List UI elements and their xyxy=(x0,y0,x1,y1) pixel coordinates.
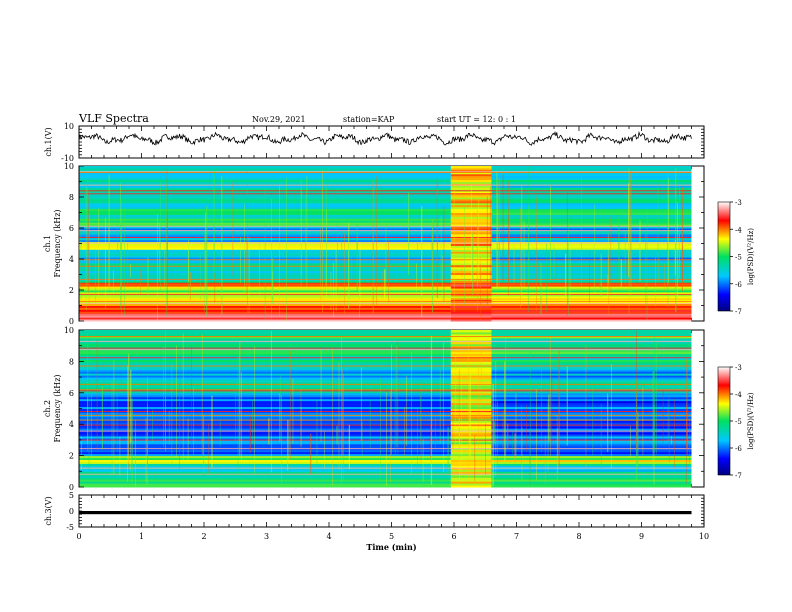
psd-burst-band xyxy=(451,166,492,168)
x-tick-label: 8 xyxy=(576,532,581,541)
y-tick-label: 8 xyxy=(69,193,74,202)
psd-band xyxy=(80,330,451,332)
spectrogram-image xyxy=(80,330,692,488)
x-tick-label: 7 xyxy=(514,532,519,541)
x-axis-label: Time (min) xyxy=(366,542,416,552)
colorbar xyxy=(718,367,730,475)
colorbar-tick-label: -4 xyxy=(735,226,742,234)
y-axis-label: ch.3(V) xyxy=(44,496,53,525)
y-tick-label: 8 xyxy=(69,357,74,366)
y-tick-label: 10 xyxy=(64,326,74,335)
x-tick-label: 6 xyxy=(451,532,456,541)
x-tick-label: 9 xyxy=(639,532,644,541)
colorbar-tick-label: -4 xyxy=(735,391,742,399)
colorbar-label: log(PSD)(V²/Hz) xyxy=(747,228,755,285)
y-tick-label: 10 xyxy=(64,122,74,131)
y-tick-label: 6 xyxy=(69,389,74,398)
y-tick-label: -5 xyxy=(66,523,74,532)
vlf-figure: 10-10ch.1(V)0246810ch.1 Frequency (kHz)-3… xyxy=(0,0,792,612)
psd-band xyxy=(492,166,692,168)
y-axis-label: ch.1(V) xyxy=(44,127,53,156)
y-tick-label: 0 xyxy=(69,317,74,326)
psd-band xyxy=(80,166,451,168)
colorbar-tick-label: -7 xyxy=(735,472,742,480)
x-tick-label: 5 xyxy=(389,532,394,541)
y-tick-label: 0 xyxy=(69,507,74,516)
y-tick-label: 10 xyxy=(64,162,74,171)
x-tick-label: 1 xyxy=(139,532,144,541)
colorbar-tick-label: -3 xyxy=(735,199,742,207)
y-axis-label-channel: ch.2 xyxy=(43,400,52,417)
colorbar-tick-label: -6 xyxy=(735,281,742,289)
y-tick-label: 2 xyxy=(69,452,74,461)
colorbar-tick-label: -5 xyxy=(735,254,742,262)
colorbar-label: log(PSD)(V²/Hz) xyxy=(747,392,755,449)
x-tick-label: 0 xyxy=(76,532,81,541)
ch3-signal-band xyxy=(79,511,692,514)
panel-2: 0 2 4 6 8 10 ch.1 Frequency (kHz) -3 -4 -5 -6 -7 log(… xyxy=(43,162,755,326)
panel-1: 10-10ch.1(V) xyxy=(44,122,704,163)
panel-3: 0 2 4 6 8 10 ch.2 Frequency (kHz) -3 -4 -5 -6 -7 log(… xyxy=(43,326,755,492)
panel-4: 50-5ch.3(V)0 1 2 3 4 5 6 7 8 9 10Time (min) xyxy=(44,491,709,552)
y-tick-label: 4 xyxy=(69,420,74,429)
y-tick-label: 2 xyxy=(69,286,74,295)
colorbar-tick-label: -5 xyxy=(735,418,742,426)
y-tick-label: 4 xyxy=(69,255,74,264)
y-axis-label-channel: ch.1 xyxy=(43,235,52,252)
spectrogram-image xyxy=(79,166,691,322)
x-tick-label: 3 xyxy=(264,532,269,541)
colorbar xyxy=(718,202,730,311)
ch1-waveform-line xyxy=(79,132,692,145)
y-axis-label-frequency: Frequency (kHz) xyxy=(53,374,62,442)
x-tick-label: 2 xyxy=(201,532,206,541)
psd-band xyxy=(492,330,692,332)
x-tick-label: 10 xyxy=(699,532,709,541)
y-tick-label: 5 xyxy=(69,491,74,500)
y-tick-label: 6 xyxy=(69,224,74,233)
colorbar-tick-label: -7 xyxy=(735,308,742,316)
colorbar-tick-label: -3 xyxy=(735,364,742,372)
psd-burst-band xyxy=(451,330,492,332)
colorbar-tick-label: -6 xyxy=(735,445,742,453)
y-axis-label-frequency: Frequency (kHz) xyxy=(53,209,62,277)
x-tick-label: 4 xyxy=(326,532,331,541)
